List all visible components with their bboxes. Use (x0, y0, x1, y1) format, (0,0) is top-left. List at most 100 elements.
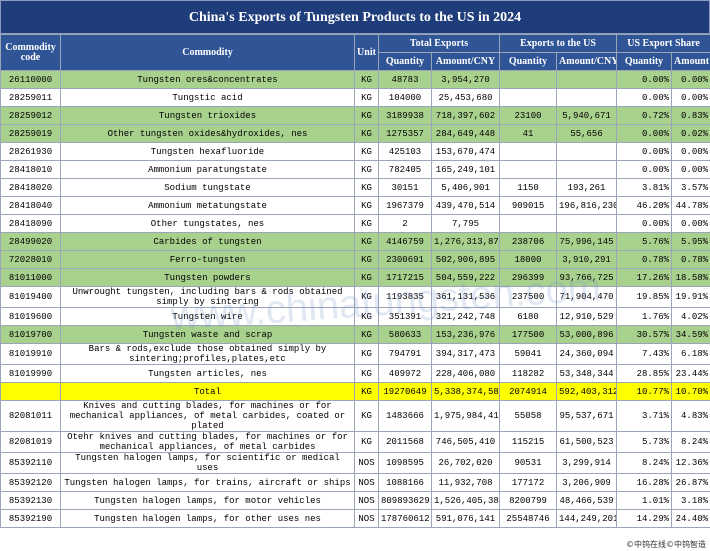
header-cell: Commodity (60, 34, 355, 71)
table-cell: 93,766,725 (556, 268, 618, 287)
table-cell: 25548746 (499, 509, 558, 528)
table-cell: 14.29% (616, 509, 673, 528)
table-cell: 26,702,020 (430, 452, 501, 474)
table-cell: KG (354, 364, 379, 383)
table-cell: 361,131,536 (430, 286, 501, 308)
table-cell: Tungsten halogen lamps, for motor vehicl… (60, 491, 355, 510)
table-cell: 2300691 (378, 250, 432, 269)
table-row: 82081019 Otehr knives and cutting blades,… (0, 431, 710, 453)
table-cell: Tungsten halogen lamps, for scientific o… (60, 452, 355, 474)
header-cell: Unit (354, 34, 379, 71)
table-cell: 24,360,094 (556, 343, 618, 365)
table-cell: KG (354, 325, 379, 344)
table-cell: 2 (378, 214, 432, 233)
table-cell: 177172 (499, 473, 558, 492)
header-cell: Amount/CNY (430, 52, 501, 71)
table-cell: 41 (499, 124, 558, 143)
table-cell: 19270649 (378, 382, 432, 401)
table-cell: 59041 (499, 343, 558, 365)
table-cell: 48,466,539 (556, 491, 618, 510)
table-cell: 28499020 (0, 232, 61, 251)
table-cell: 26.87% (671, 473, 710, 492)
table-cell: 12.36% (671, 452, 710, 474)
table-cell: Tungsten ores&concentrates (60, 70, 355, 89)
table-cell: 1.01% (616, 491, 673, 510)
table-cell: 1.76% (616, 307, 673, 326)
table-cell: 4146759 (378, 232, 432, 251)
table-row: 85392130 Tungsten halogen lamps, for moto… (0, 491, 710, 510)
table-cell: 81019600 (0, 307, 61, 326)
table-cell: 0.00% (616, 142, 673, 161)
table-cell: Tungstic acid (60, 88, 355, 107)
table-cell: 8.24% (616, 452, 673, 474)
table-cell: 0.00% (671, 142, 710, 161)
empty-cell (556, 70, 618, 89)
table-cell: 5,406,901 (430, 178, 501, 197)
table-cell: 228,406,080 (430, 364, 501, 383)
table-cell: KG (354, 196, 379, 215)
table-cell: KG (354, 142, 379, 161)
table-cell: Tungsten hexafluoride (60, 142, 355, 161)
table-cell: 0.00% (671, 214, 710, 233)
table-cell: 19.91% (671, 286, 710, 308)
header-cell: Amount (671, 52, 710, 71)
table-cell: Ferro-tungsten (60, 250, 355, 269)
table-cell: 85392190 (0, 509, 61, 528)
table-cell: 81011000 (0, 268, 61, 287)
table-row: 85392110 Tungsten halogen lamps, for scie… (0, 452, 710, 474)
table-cell: 0.83% (671, 106, 710, 125)
table-cell: 81019700 (0, 325, 61, 344)
table-cell: NOS (354, 509, 379, 528)
table-cell: KG (354, 250, 379, 269)
table-cell: Ammonium metatungstate (60, 196, 355, 215)
table-cell: 196,816,230 (556, 196, 618, 215)
table-cell: 7.43% (616, 343, 673, 365)
table-cell: 3.81% (616, 178, 673, 197)
table-row: 28418010 Ammonium paratungstate KG 782405 16… (0, 160, 710, 179)
table-cell: 28259011 (0, 88, 61, 107)
table-cell: 1193835 (378, 286, 432, 308)
table-cell: 30.57% (616, 325, 673, 344)
header-cell: Exports to the US (499, 34, 618, 53)
table-cell: 55,656 (556, 124, 618, 143)
table-cell: 72028010 (0, 250, 61, 269)
table-cell: 144,249,201 (556, 509, 618, 528)
table-cell: Bars & rods,exclude those obtained simpl… (60, 343, 355, 365)
table-cell: 0.00% (616, 214, 673, 233)
table-cell: 6180 (499, 307, 558, 326)
table-cell: KG (354, 382, 379, 401)
table-cell: KG (354, 400, 379, 432)
table-cell: Unwrought tungsten, including bars & rod… (60, 286, 355, 308)
table-cell: 118282 (499, 364, 558, 383)
table-row: 72028010 Ferro-tungsten KG 2300691 502,906,8… (0, 250, 710, 269)
table-cell: KG (354, 178, 379, 197)
table-cell: 5.95% (671, 232, 710, 251)
table-cell: Tungsten waste and scrap (60, 325, 355, 344)
table-cell: KG (354, 160, 379, 179)
table-cell: 28418040 (0, 196, 61, 215)
table-cell: 115215 (499, 431, 558, 453)
table-cell: 1,276,313,872 (430, 232, 501, 251)
table-cell: 28261930 (0, 142, 61, 161)
table-cell: 28418010 (0, 160, 61, 179)
empty-cell (556, 214, 618, 233)
table-cell: KG (354, 268, 379, 287)
table-cell: 5,338,374,587 (430, 382, 501, 401)
table-cell: 104000 (378, 88, 432, 107)
table-row: 28499020 Carbides of tungsten KG 4146759 1,2… (0, 232, 710, 251)
table-cell: 23.44% (671, 364, 710, 383)
header-cell: US Export Share (616, 34, 710, 53)
table-cell: NOS (354, 491, 379, 510)
table-row: 81011000 Tungsten powders KG 1717215 504,559… (0, 268, 710, 287)
table-cell: 0.00% (616, 88, 673, 107)
table-cell: 90531 (499, 452, 558, 474)
table-cell: 46.20% (616, 196, 673, 215)
table-cell: 25,453,680 (430, 88, 501, 107)
table-row: 85392120 Tungsten halogen lamps, for trai… (0, 473, 710, 492)
table-cell: 18.58% (671, 268, 710, 287)
table-cell: 0.78% (616, 250, 673, 269)
table-cell: 7,795 (430, 214, 501, 233)
table-cell: Tungsten trioxides (60, 106, 355, 125)
table-cell: 592,403,312 (556, 382, 618, 401)
table-cell: 82081011 (0, 400, 61, 432)
